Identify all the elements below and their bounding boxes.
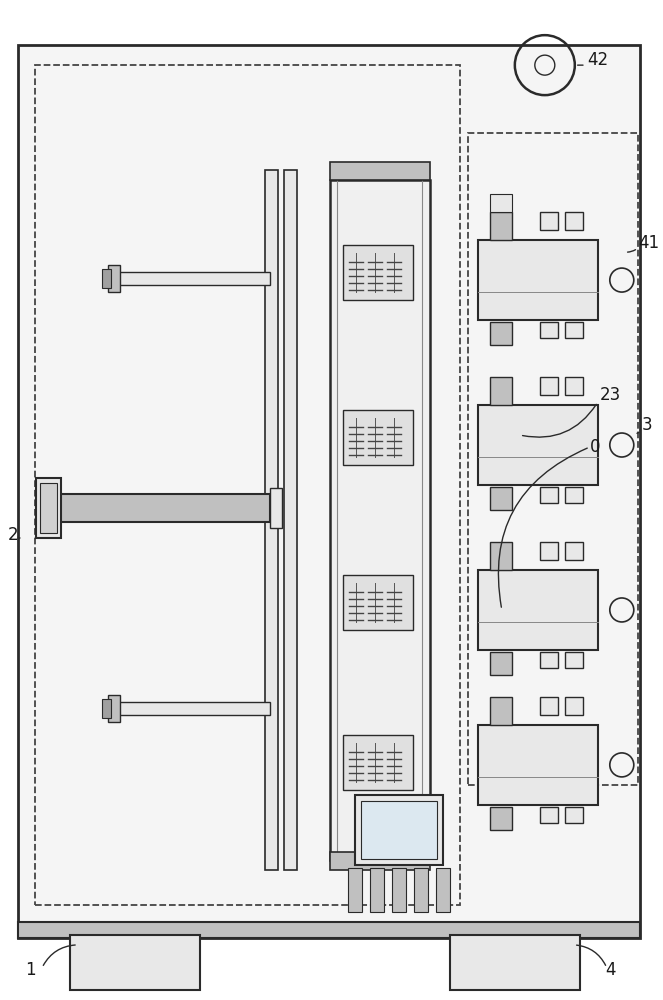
Bar	[565, 377, 583, 395]
Bar	[36, 478, 61, 538]
Bar	[284, 170, 297, 870]
Bar	[490, 212, 512, 240]
Bar	[392, 868, 406, 912]
Bar	[270, 488, 282, 528]
Bar	[343, 575, 413, 630]
Bar	[370, 868, 384, 912]
Bar	[478, 725, 598, 805]
Bar	[490, 487, 512, 510]
Bar	[540, 542, 558, 560]
Bar	[565, 807, 583, 823]
Bar	[343, 410, 413, 465]
Text: 42: 42	[587, 51, 608, 69]
Bar	[565, 697, 583, 715]
Bar	[490, 807, 512, 830]
Bar	[102, 269, 111, 288]
Bar	[40, 483, 57, 533]
Text: 3: 3	[642, 416, 652, 434]
Bar	[414, 868, 428, 912]
Bar	[490, 322, 512, 345]
Bar	[478, 405, 598, 485]
Bar	[348, 868, 362, 912]
Bar	[102, 699, 111, 718]
Bar	[490, 194, 512, 212]
Text: 41: 41	[638, 234, 659, 252]
Bar	[70, 935, 200, 990]
Bar	[468, 133, 638, 785]
Bar	[540, 322, 558, 338]
Bar	[540, 487, 558, 503]
Bar	[540, 377, 558, 395]
Bar	[565, 212, 583, 230]
Bar	[490, 652, 512, 675]
Bar	[540, 212, 558, 230]
Bar	[115, 272, 270, 285]
Bar	[478, 570, 598, 650]
Bar	[478, 240, 598, 320]
Bar	[18, 45, 640, 938]
Bar	[330, 180, 430, 860]
Bar	[343, 245, 413, 300]
Text: 0: 0	[590, 438, 600, 456]
Bar	[265, 170, 278, 870]
Bar	[18, 922, 640, 938]
Text: 2: 2	[8, 526, 19, 544]
Bar	[540, 807, 558, 823]
Text: 1: 1	[25, 961, 36, 979]
Bar	[540, 697, 558, 715]
Bar	[355, 795, 443, 865]
Bar	[108, 695, 120, 722]
Bar	[108, 265, 120, 292]
Bar	[565, 322, 583, 338]
Bar	[490, 542, 512, 570]
Bar	[436, 868, 450, 912]
Bar	[115, 702, 270, 715]
Text: 23: 23	[600, 386, 621, 404]
Bar	[35, 65, 460, 905]
Bar	[490, 377, 512, 405]
Bar	[565, 652, 583, 668]
Bar	[565, 542, 583, 560]
Text: 4: 4	[605, 961, 615, 979]
Bar	[55, 494, 270, 522]
Bar	[361, 801, 437, 859]
Bar	[450, 935, 580, 990]
Bar	[540, 652, 558, 668]
Bar	[343, 735, 413, 790]
Bar	[565, 487, 583, 503]
Bar	[330, 162, 430, 180]
Bar	[490, 697, 512, 725]
Bar	[330, 852, 430, 870]
